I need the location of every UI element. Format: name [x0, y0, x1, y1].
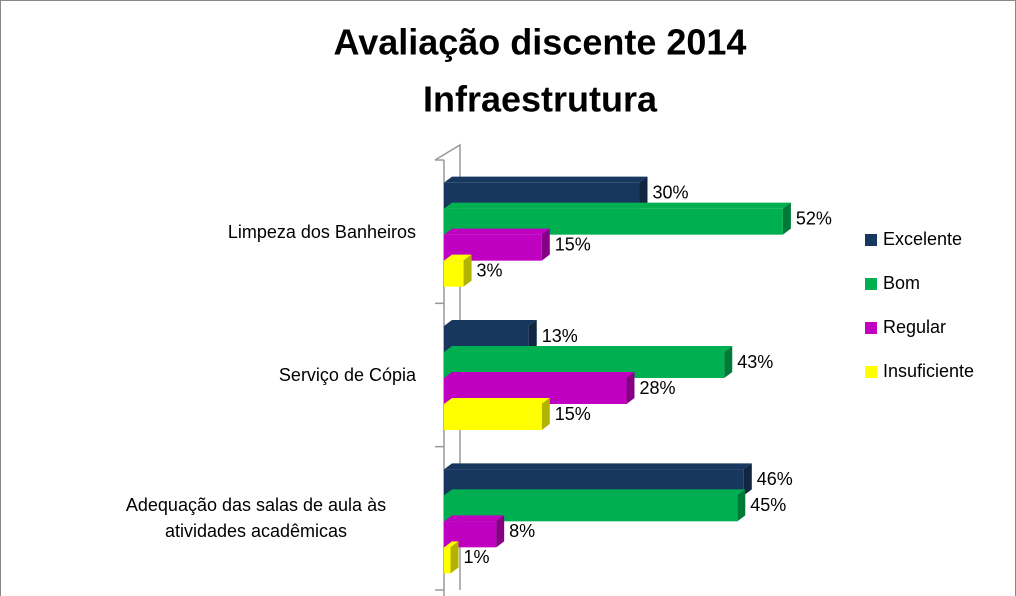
- legend-swatch: [865, 322, 877, 334]
- value-label: 28%: [639, 378, 675, 398]
- category-label-text: Adequação das salas de aula às atividade…: [125, 495, 387, 542]
- value-label: 15%: [555, 404, 591, 424]
- value-label: 46%: [757, 469, 793, 489]
- bar-side: [541, 228, 550, 261]
- value-label: 3%: [477, 260, 503, 280]
- bar-side: [639, 176, 648, 209]
- bar-side: [450, 541, 459, 574]
- bar: [444, 404, 542, 430]
- bar-side-shade: [463, 254, 472, 287]
- axis-wall: [434, 143, 461, 590]
- bar-top: [444, 228, 550, 235]
- category-label: Serviço de Cópia: [76, 303, 416, 446]
- bar-side: [626, 372, 635, 404]
- bar-top: [444, 515, 505, 522]
- bar-side: [541, 398, 550, 430]
- bar-side: [737, 489, 746, 522]
- bar-side-shade: [639, 176, 648, 209]
- category-label: Limpeza dos Banheiros: [76, 160, 416, 303]
- bar-side: [724, 346, 733, 378]
- category-label-text: Limpeza dos Banheiros: [227, 221, 416, 242]
- legend-label: Excelente: [883, 229, 962, 249]
- bar-side-shade: [541, 228, 550, 261]
- category-label-text: Serviço de Cópia: [278, 364, 416, 385]
- bar-side-shade: [626, 372, 635, 404]
- legend-label: Regular: [883, 317, 946, 337]
- bar-top: [444, 254, 472, 261]
- bar-top: [444, 541, 459, 548]
- value-label: 43%: [737, 352, 773, 372]
- legend-swatch: [865, 278, 877, 290]
- chart-title: Avaliação discente 2014: [334, 22, 747, 63]
- bar-side-shade: [782, 202, 791, 235]
- bar-side-shade: [737, 489, 746, 522]
- value-label: 8%: [509, 521, 535, 541]
- value-label: 45%: [750, 495, 786, 515]
- chart-title: Infraestrutura: [423, 79, 658, 120]
- legend-swatch: [865, 366, 877, 378]
- bar: [444, 260, 464, 287]
- value-label: 30%: [653, 182, 689, 202]
- bar: [444, 547, 451, 574]
- bar-side: [528, 320, 537, 352]
- bar-side-shade: [496, 515, 505, 548]
- bar-top: [444, 398, 550, 404]
- bar-side-shade: [743, 463, 752, 496]
- bar-side: [743, 463, 752, 496]
- value-label: 52%: [796, 208, 832, 228]
- value-label: 13%: [542, 326, 578, 346]
- legend-swatch: [865, 234, 877, 246]
- bar-top: [444, 489, 746, 496]
- value-label: 1%: [464, 547, 490, 567]
- legend-label: Bom: [883, 273, 920, 293]
- bar-side-shade: [528, 320, 537, 352]
- bar-top: [444, 463, 752, 470]
- bar-top: [444, 320, 537, 326]
- value-label: 15%: [555, 234, 591, 254]
- bar-top: [444, 176, 648, 183]
- bar-side-shade: [724, 346, 733, 378]
- bar-side-shade: [450, 541, 459, 574]
- bar-top: [444, 202, 791, 209]
- bar-side: [463, 254, 472, 287]
- bar-top: [444, 372, 635, 378]
- category-label: Adequação das salas de aula às atividade…: [76, 447, 416, 590]
- legend-label: Insuficiente: [883, 361, 974, 381]
- bar-side-shade: [541, 398, 550, 430]
- bar-top: [444, 346, 733, 352]
- bar-side: [782, 202, 791, 235]
- bar-side: [496, 515, 505, 548]
